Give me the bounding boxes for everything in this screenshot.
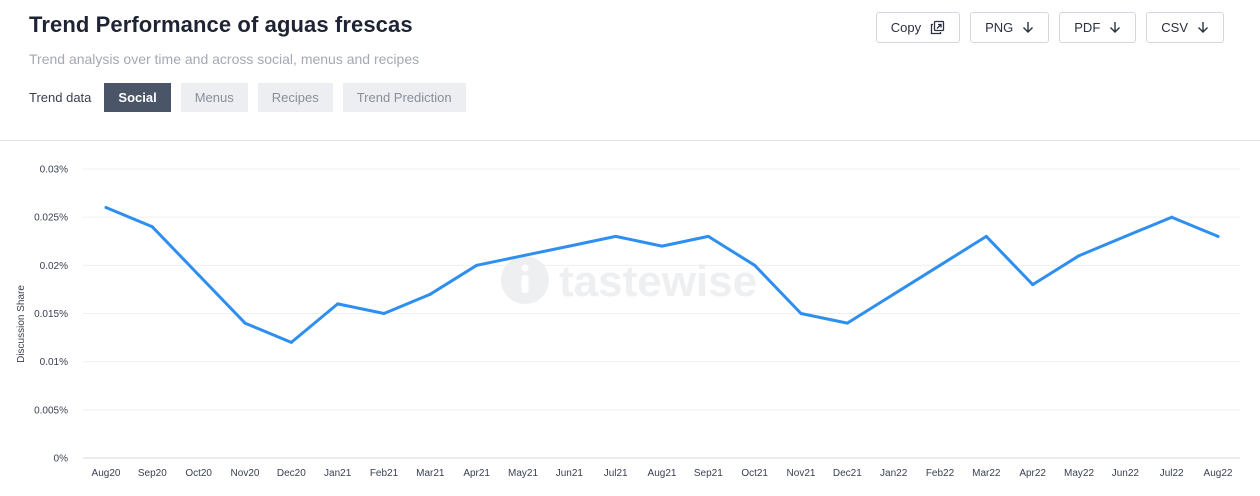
- y-tick-label: 0.005%: [34, 405, 68, 416]
- data-point[interactable]: [614, 234, 618, 238]
- y-tick-label: 0.015%: [34, 309, 68, 320]
- x-tick-label: Dec20: [277, 468, 306, 479]
- x-tick-label: May21: [508, 468, 538, 479]
- data-points: [104, 206, 1220, 344]
- trend-data-label: Trend data: [29, 90, 92, 105]
- data-point[interactable]: [243, 321, 247, 325]
- tab-trend-prediction[interactable]: Trend Prediction: [342, 83, 466, 112]
- y-axis-ticks: 0% 0.005% 0.01% 0.015% 0.02% 0.025% 0.03%: [34, 165, 68, 465]
- tab-recipes[interactable]: Recipes: [257, 83, 333, 112]
- x-axis-ticks: Aug20 Sep20 Oct20 Nov20 Dec20 Jan21 Feb21 Mar21…: [92, 468, 1233, 479]
- arrow-down-icon: [1109, 21, 1121, 34]
- gridlines: [83, 168, 1240, 459]
- tastewise-watermark: tastewise: [501, 256, 757, 306]
- pdf-export-button[interactable]: PDF: [1059, 12, 1137, 43]
- tab-menus[interactable]: Menus: [180, 83, 248, 112]
- x-tick-label: Oct21: [741, 468, 768, 479]
- x-tick-label: Nov20: [231, 468, 260, 479]
- tastewise-logo-icon: [501, 256, 549, 304]
- arrow-down-icon: [1197, 21, 1209, 34]
- png-button-label: PNG: [985, 20, 1014, 35]
- page-title: Trend Performance of aguas frescas: [29, 12, 413, 37]
- data-point[interactable]: [892, 292, 896, 296]
- x-tick-label: Feb21: [370, 468, 399, 479]
- csv-button-label: CSV: [1161, 20, 1188, 35]
- x-tick-label: Aug21: [648, 468, 677, 479]
- data-point[interactable]: [104, 206, 108, 210]
- data-point[interactable]: [475, 263, 479, 267]
- x-tick-label: Jun22: [1112, 468, 1140, 479]
- y-tick-label: 0%: [54, 454, 69, 465]
- x-tick-label: Jun21: [556, 468, 584, 479]
- data-point[interactable]: [567, 244, 571, 248]
- x-tick-label: Dec21: [833, 468, 862, 479]
- tab-social[interactable]: Social: [104, 83, 171, 112]
- y-axis-title: Discussion Share: [16, 285, 27, 363]
- y-tick-label: 0.03%: [40, 165, 68, 176]
- x-tick-label: Sep21: [694, 468, 723, 479]
- arrow-down-icon: [1022, 21, 1034, 34]
- chart-header: Trend Performance of aguas frescas Trend…: [0, 0, 1260, 141]
- data-point[interactable]: [336, 302, 340, 306]
- data-point[interactable]: [938, 263, 942, 267]
- data-point[interactable]: [845, 321, 849, 325]
- x-tick-label: Jul22: [1160, 468, 1184, 479]
- data-point[interactable]: [1077, 254, 1081, 258]
- data-point[interactable]: [1031, 283, 1035, 287]
- data-point[interactable]: [521, 254, 525, 258]
- x-tick-label: Jan21: [324, 468, 352, 479]
- x-tick-label: Aug22: [1204, 468, 1233, 479]
- data-point[interactable]: [428, 292, 432, 296]
- watermark-text: tastewise: [559, 257, 757, 306]
- png-export-button[interactable]: PNG: [970, 12, 1050, 43]
- y-tick-label: 0.02%: [40, 261, 68, 272]
- csv-export-button[interactable]: CSV: [1146, 12, 1224, 43]
- page-subtitle: Trend analysis over time and across soci…: [29, 51, 420, 67]
- copy-button-label: Copy: [890, 20, 922, 35]
- data-point[interactable]: [753, 263, 757, 267]
- export-toolbar: Copy PNG PDF CSV: [866, 12, 1224, 43]
- data-point[interactable]: [660, 244, 664, 248]
- x-tick-label: Jul21: [604, 468, 628, 479]
- data-point[interactable]: [1170, 215, 1174, 219]
- data-point[interactable]: [382, 312, 386, 315]
- x-tick-label: Apr22: [1019, 468, 1046, 479]
- data-point[interactable]: [799, 312, 803, 315]
- trend-data-selector: Trend data Social Menus Recipes Trend Pr…: [29, 83, 476, 112]
- copy-icon: [930, 20, 945, 35]
- data-point[interactable]: [1216, 234, 1220, 238]
- x-tick-label: May22: [1064, 468, 1094, 479]
- x-tick-label: Sep20: [138, 468, 167, 479]
- x-tick-label: Nov21: [787, 468, 816, 479]
- data-point[interactable]: [289, 340, 293, 344]
- x-tick-label: Mar22: [972, 468, 1001, 479]
- pdf-button-label: PDF: [1074, 20, 1101, 35]
- y-tick-label: 0.025%: [34, 213, 68, 224]
- x-tick-label: Jan22: [880, 468, 908, 479]
- y-tick-label: 0.01%: [40, 357, 68, 368]
- discussion-share-line-chart: tastewise 0% 0.005% 0.01% 0.015% 0.02% 0.025%…: [16, 165, 1240, 479]
- data-point[interactable]: [1123, 234, 1127, 238]
- copy-button[interactable]: Copy: [875, 12, 961, 43]
- x-tick-label: Apr21: [463, 468, 490, 479]
- data-point[interactable]: [706, 234, 710, 238]
- data-point[interactable]: [197, 273, 201, 277]
- x-tick-label: Mar21: [416, 468, 445, 479]
- x-tick-label: Aug20: [92, 468, 121, 479]
- x-tick-label: Feb22: [926, 468, 955, 479]
- data-point[interactable]: [984, 234, 988, 238]
- data-point[interactable]: [150, 225, 154, 229]
- x-tick-label: Oct20: [185, 468, 212, 479]
